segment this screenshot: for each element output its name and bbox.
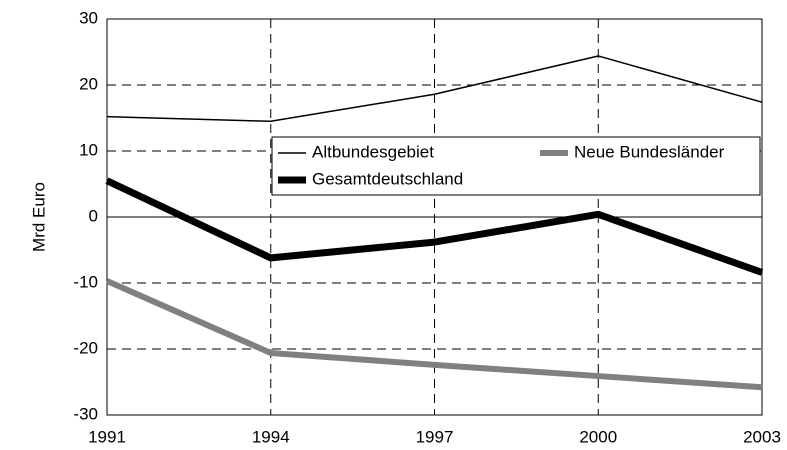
x-tick-label: 1991 — [88, 427, 126, 446]
x-tick-label: 1997 — [416, 427, 454, 446]
y-tick-label: -30 — [73, 404, 98, 423]
series-line — [105, 278, 763, 391]
y-tick-label: -10 — [73, 272, 98, 291]
legend-label: Altbundesgebiet — [312, 142, 434, 161]
y-tick-label: 20 — [79, 74, 98, 93]
y-tick-label: 10 — [79, 140, 98, 159]
x-tick-label: 1994 — [252, 427, 290, 446]
plot-frame — [106, 18, 763, 416]
series-line — [106, 55, 763, 123]
y-tick-label: -20 — [73, 338, 98, 357]
legend-label: Gesamtdeutschland — [312, 169, 463, 188]
legend-box — [271, 136, 761, 196]
legend: Altbundesgebiet Neue Bundesländer Gesamtde… — [271, 136, 761, 196]
x-tick-label: 2000 — [579, 427, 617, 446]
y-axis-label: Mrd Euro — [29, 182, 48, 252]
series-line — [105, 177, 764, 276]
y-tick-label: 30 — [79, 8, 98, 27]
y-tick-label: 0 — [89, 206, 98, 225]
x-tick-label: 2003 — [743, 427, 781, 446]
legend-label: Neue Bundesländer — [574, 142, 725, 161]
